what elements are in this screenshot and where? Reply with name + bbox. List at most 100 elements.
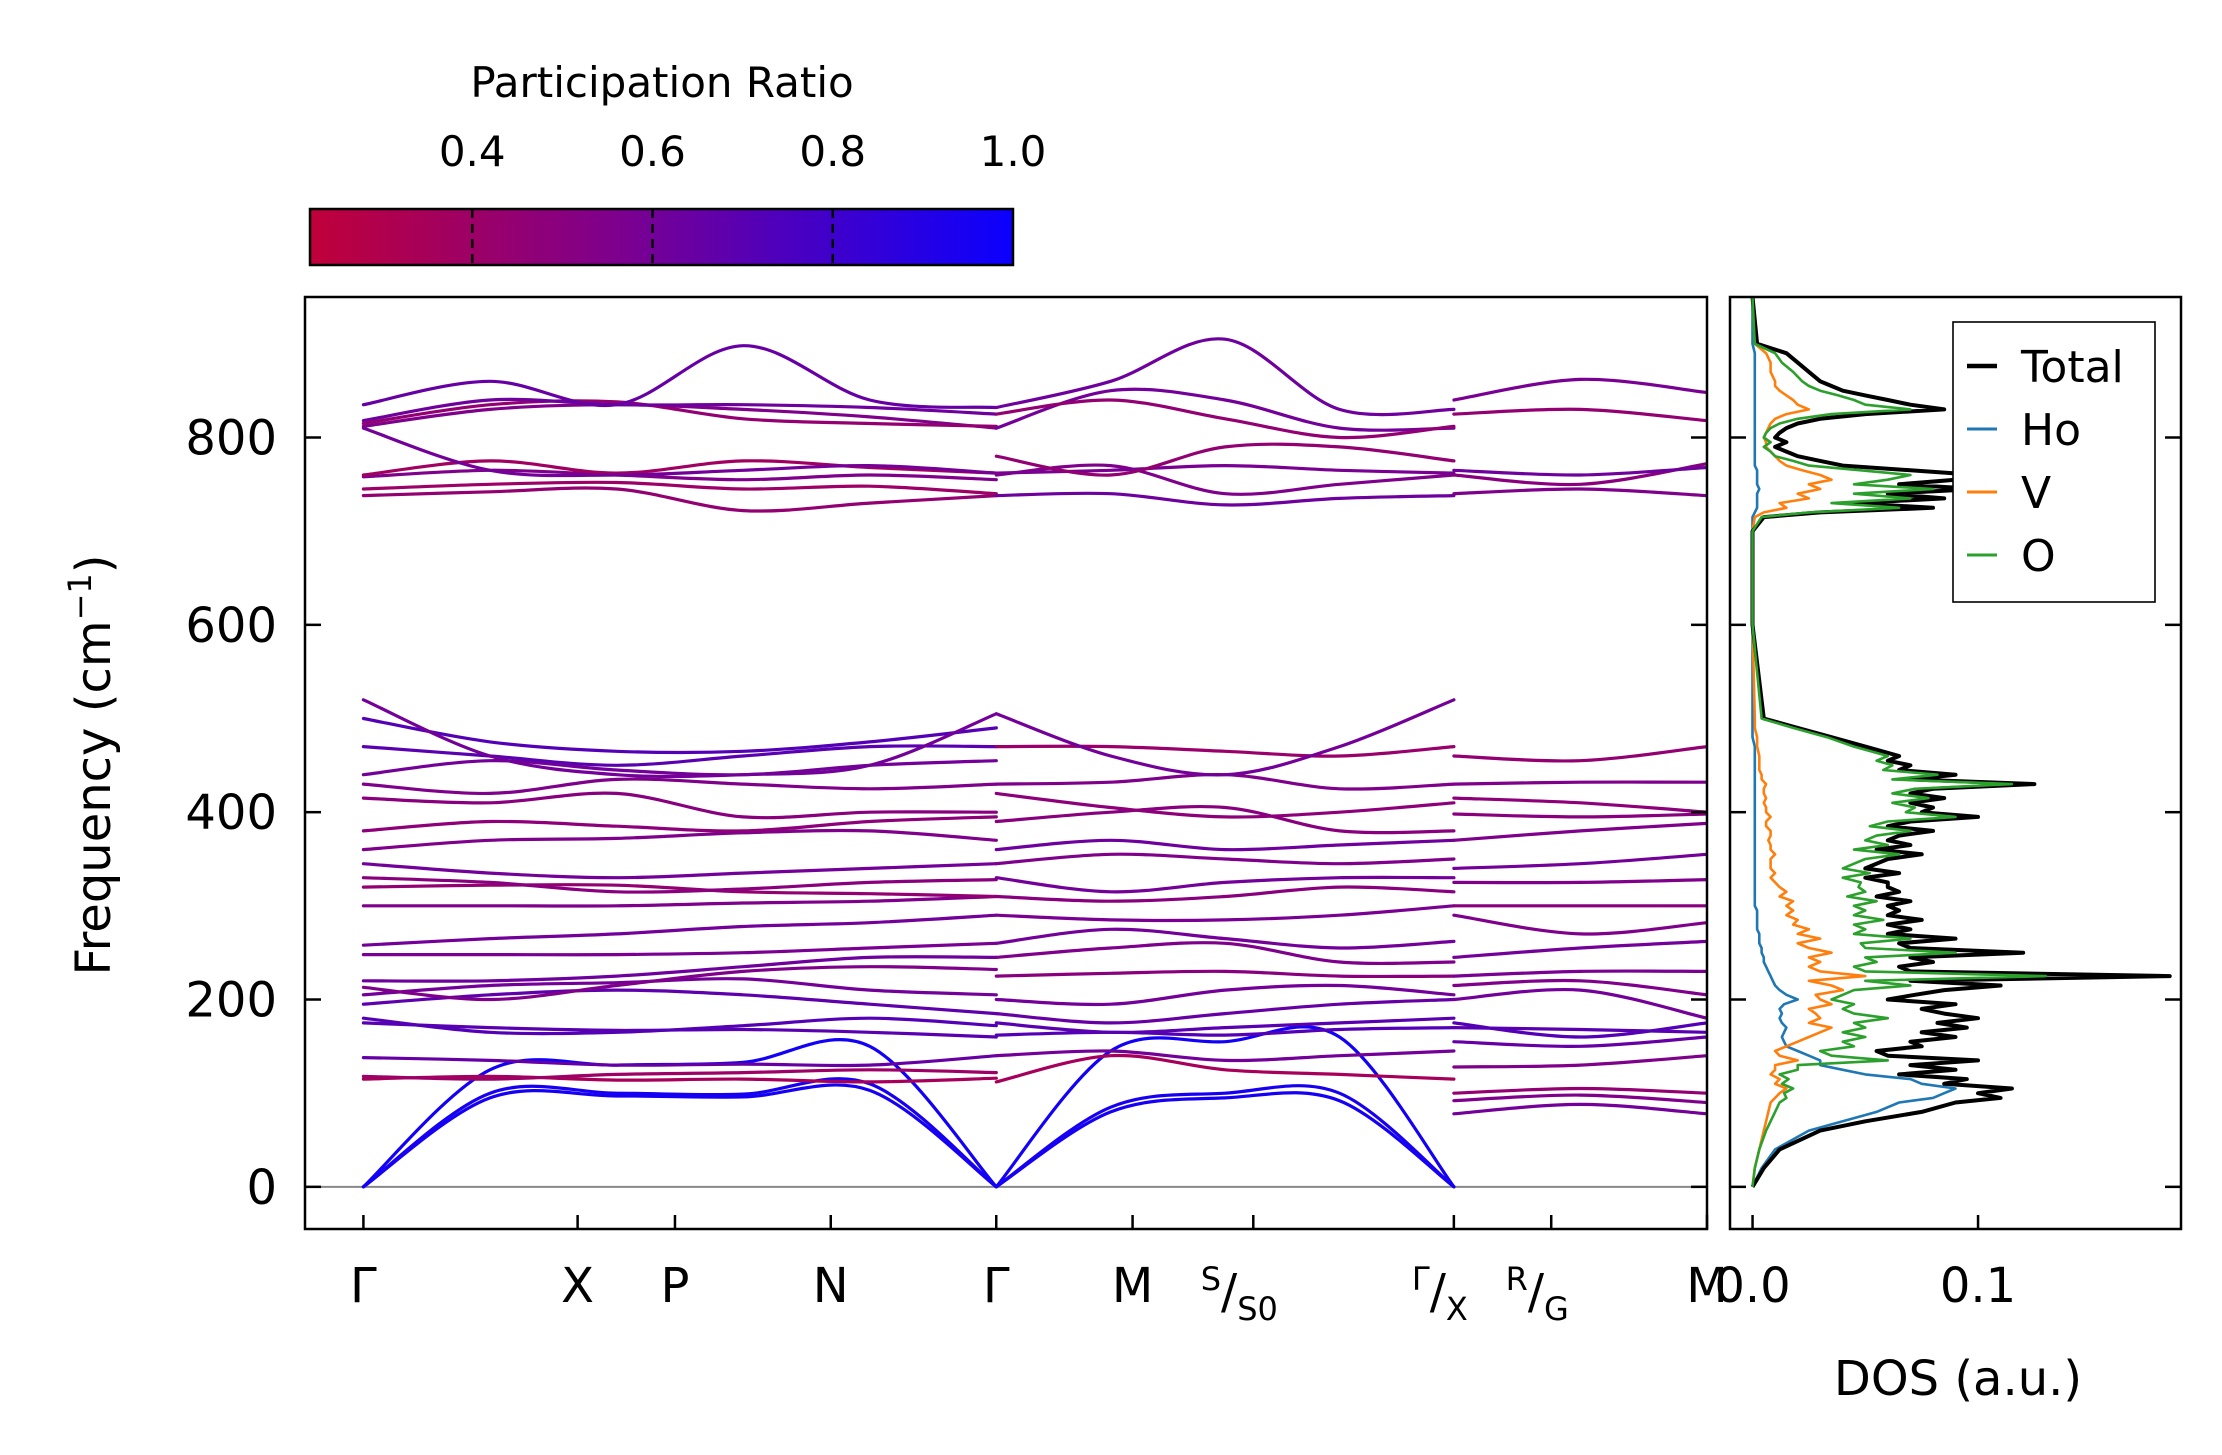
- y-tick-label: 0: [246, 1160, 277, 1216]
- phonon-band: [361, 988, 998, 1016]
- phonon-band: [361, 883, 998, 899]
- phonon-band: [361, 486, 998, 513]
- y-tick-label: 200: [185, 973, 277, 1029]
- phonon-band: [361, 1077, 998, 1189]
- phonon-band: [1452, 852, 1707, 870]
- phonon-band: [361, 1083, 998, 1189]
- legend-label-v: V: [2021, 468, 2051, 519]
- phonon-band: [994, 904, 1456, 923]
- phonon-band: [361, 894, 998, 908]
- phonon-band: [994, 1091, 1456, 1189]
- phonon-band: [361, 941, 998, 957]
- band-panel-frame: [303, 295, 1709, 1231]
- legend-label-ho: Ho: [2021, 405, 2081, 456]
- colorbar-ticks: 0.4 0.6 0.8 1.0: [439, 127, 1047, 265]
- phonon-band: [361, 344, 998, 410]
- kpoint-label: Γ: [350, 1258, 377, 1314]
- kpoint-label: P: [660, 1258, 689, 1314]
- phonon-band: [994, 744, 1456, 758]
- kpoint-label: M: [1686, 1258, 1727, 1314]
- kpoint-label: X: [561, 1258, 594, 1314]
- phonon-band: [994, 941, 1456, 966]
- dos-x-tick-label: 0.0: [1714, 1258, 1790, 1314]
- phonon-band: [361, 965, 998, 1002]
- y-tick-label: 600: [185, 598, 277, 654]
- kpoint-label: Γ/X: [1412, 1260, 1468, 1328]
- kpoint-label-slash: /: [1221, 1264, 1238, 1320]
- dos-panel-frame: [1728, 295, 2183, 1231]
- phonon-band: [361, 876, 998, 894]
- phonon-band: [994, 885, 1456, 903]
- phonon-band: [361, 426, 998, 478]
- kpoint-label-right: S0: [1237, 1290, 1278, 1328]
- phonon-band: [361, 977, 998, 997]
- phonon-band: [1452, 878, 1707, 885]
- phonon-band: [1452, 377, 1707, 402]
- kpoint-label-left: R: [1506, 1260, 1528, 1298]
- y-axis-title: Frequency (cm−1): [61, 554, 122, 975]
- y-axis-title-close: ): [66, 554, 122, 573]
- phonon-band: [1452, 988, 1707, 1020]
- colorbar: Participation Ratio 0.4 0.6 0.8 1.0: [308, 58, 1047, 267]
- dos-panel: 0.0 0.1 DOS (a.u.) Total Ho VO: [1714, 295, 2183, 1407]
- y-axis-title-sup: −1: [61, 573, 99, 620]
- colorbar-tick-label: 1.0: [980, 127, 1047, 176]
- kpoint-label: Γ: [983, 1258, 1010, 1314]
- phonon-band: [1452, 465, 1707, 477]
- phonon-band: [994, 463, 1456, 496]
- phonon-band: [361, 459, 998, 477]
- phonon-band: [1452, 1021, 1707, 1039]
- phonon-band: [1452, 745, 1707, 763]
- phonon-band: [994, 1084, 1456, 1189]
- dos-legend: Total Ho VO: [1952, 321, 2156, 603]
- phonon-band: [361, 913, 998, 947]
- phonon-band: [361, 399, 998, 428]
- phonon-band: [994, 838, 1456, 852]
- phonon-band: [994, 442, 1456, 477]
- phonon-band: [1452, 812, 1707, 819]
- phonon-band: [361, 828, 998, 852]
- phonon-band: [1452, 1035, 1707, 1048]
- phonon-band: [1452, 487, 1707, 498]
- dos-axis-ticks: 0.0 0.1: [1714, 436, 2181, 1314]
- kpoint-label: M: [1112, 1258, 1153, 1314]
- phonon-band: [994, 1025, 1456, 1189]
- phonon-band: [361, 1068, 998, 1081]
- phonon-band: [994, 875, 1456, 894]
- y-tick-label: 800: [185, 411, 277, 467]
- dos-curves: [1750, 297, 2172, 1188]
- kpoint-label-right: G: [1544, 1290, 1569, 1328]
- phonon-band: [1452, 796, 1707, 814]
- kpoint-label: S/S0: [1201, 1260, 1278, 1328]
- phonon-band: [994, 997, 1456, 1025]
- phonon-band: [994, 398, 1456, 440]
- phonon-band: [1452, 780, 1707, 786]
- phonon-band: [1452, 1054, 1707, 1069]
- phonon-band: [361, 397, 998, 423]
- phonon-band: [994, 1016, 1456, 1035]
- phonon-band: [361, 815, 998, 833]
- phonon-band: [1452, 821, 1707, 842]
- kpoint-label-slash: /: [1528, 1264, 1545, 1320]
- phonon-band: [361, 1054, 998, 1068]
- phonon-band: [994, 1053, 1456, 1084]
- phonon-band: [361, 862, 998, 880]
- dos-line-total: [1750, 297, 2172, 1188]
- phonon-band: [361, 480, 998, 496]
- x-axis-kpoint-labels: Γ X P N Γ M S/S0Γ/XR/G M: [350, 1215, 1728, 1328]
- phonon-band: [994, 698, 1456, 777]
- phonon-band: [994, 969, 1456, 979]
- y-axis-title-main: Frequency (cm: [66, 620, 122, 975]
- colorbar-tick-label: 0.4: [439, 127, 506, 176]
- colorbar-title: Participation Ratio: [470, 58, 853, 107]
- phonon-band: [1452, 1093, 1707, 1105]
- phonon-band: [994, 791, 1456, 819]
- kpoint-label-left: S: [1201, 1260, 1221, 1298]
- kpoint-label: N: [813, 1258, 849, 1314]
- dos-x-tick-label: 0.1: [1940, 1258, 2016, 1314]
- phonon-band: [1452, 1102, 1707, 1116]
- phonon-band: [361, 744, 998, 767]
- phonon-band: [361, 759, 998, 777]
